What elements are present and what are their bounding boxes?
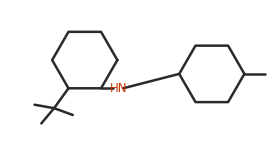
Text: HN: HN	[109, 82, 127, 95]
